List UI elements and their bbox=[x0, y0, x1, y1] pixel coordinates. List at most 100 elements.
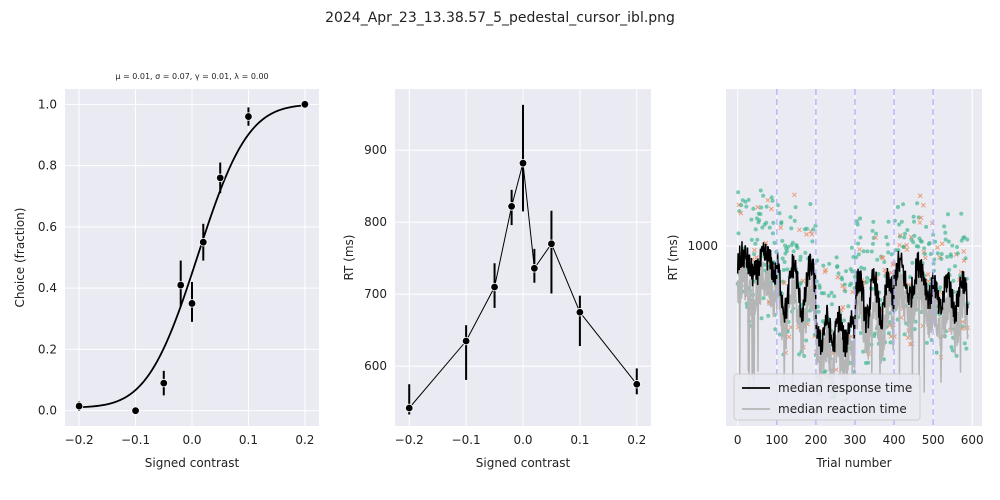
trial-marker-cross bbox=[804, 232, 809, 237]
trial-marker-dot bbox=[763, 262, 768, 267]
x-tick-label: 0.2 bbox=[295, 433, 314, 447]
x-axis-label: Signed contrast bbox=[145, 456, 240, 470]
trial-marker-dot bbox=[858, 331, 863, 336]
trial-marker-dot bbox=[836, 271, 841, 276]
plot-marks bbox=[405, 104, 641, 415]
trial-marker-dot bbox=[919, 239, 924, 244]
trial-marker-dot bbox=[767, 225, 772, 230]
trial-marker-dot bbox=[780, 238, 785, 243]
trial-marker-dot bbox=[736, 231, 741, 236]
trial-marker-dot bbox=[850, 269, 855, 274]
tick-labels: −0.2 −0.1 0.0 0.1 0.2 600 700 800 900 bbox=[364, 143, 646, 447]
trial-marker-dot bbox=[849, 245, 854, 250]
trial-marker-dot bbox=[758, 188, 763, 193]
trial-marker-dot bbox=[911, 219, 916, 224]
trial-marker-dot bbox=[902, 332, 907, 337]
y-tick-label: 0.4 bbox=[38, 281, 57, 295]
trial-marker-dot bbox=[821, 263, 826, 268]
trial-marker-dot bbox=[834, 255, 839, 260]
trial-marker-dot bbox=[791, 249, 796, 254]
trial-marker-dot bbox=[817, 285, 822, 290]
trial-marker-dot bbox=[899, 219, 904, 224]
trial-marker-cross bbox=[835, 274, 841, 280]
trial-marker-cross bbox=[922, 255, 928, 261]
trial-marker-dot bbox=[954, 353, 959, 358]
y-tick-label: 1.0 bbox=[38, 97, 57, 111]
trial-marker-dot bbox=[927, 240, 932, 245]
trial-marks bbox=[735, 89, 970, 426]
x-tick-label: 0.0 bbox=[182, 433, 201, 447]
x-tick-label: 300 bbox=[844, 433, 867, 447]
trial-marker-dot bbox=[946, 239, 951, 244]
trial-marker-dot bbox=[840, 277, 845, 282]
data-point bbox=[405, 403, 414, 413]
median-reaction-time-line bbox=[736, 259, 969, 394]
trial-marker-dot bbox=[910, 260, 915, 265]
data-point bbox=[530, 264, 539, 273]
psychometric-panel: −0.2 −0.1 0.0 0.1 0.2 0.0 0.2 0.4 0.6 0.8 1.0 μ = … bbox=[13, 72, 319, 470]
trial-marker-dot bbox=[804, 338, 809, 343]
trial-marker-dot bbox=[842, 318, 847, 323]
trial-marker-dot bbox=[912, 327, 917, 332]
trial-marker-cross bbox=[873, 235, 879, 240]
trial-marker-dot bbox=[869, 249, 874, 254]
trial-marker-dot bbox=[760, 225, 765, 230]
trial-marker-dot bbox=[858, 235, 863, 240]
trial-marker-dot bbox=[854, 219, 859, 224]
median-response-time-line bbox=[736, 241, 969, 357]
fit-parameters-subtitle: μ = 0.01, σ = 0.07, γ = 0.01, λ = 0.00 bbox=[115, 72, 268, 81]
trial-marker-dot bbox=[865, 249, 870, 254]
x-tick-label: 0 bbox=[734, 433, 742, 447]
rt-by-trial-panel: 0 100 200 300 400 500 600 1000 Trial number RT … bbox=[666, 89, 984, 470]
trial-marker-dot bbox=[822, 291, 827, 296]
trial-marker-dot bbox=[924, 340, 929, 345]
trial-marker-dot bbox=[757, 218, 762, 223]
trial-marker-cross bbox=[809, 231, 815, 237]
x-tick-label: −0.2 bbox=[395, 433, 424, 447]
trial-marker-cross bbox=[918, 215, 924, 221]
y-tick-label: 900 bbox=[364, 143, 387, 157]
trial-marker-cross bbox=[921, 202, 926, 208]
x-tick-label: −0.1 bbox=[452, 433, 481, 447]
trial-marker-cross bbox=[917, 193, 923, 199]
trial-marker-cross bbox=[768, 206, 774, 212]
trial-marker-dot bbox=[916, 244, 921, 249]
plot-marks bbox=[735, 89, 970, 426]
trial-marker-dot bbox=[945, 254, 950, 259]
trial-marker-dot bbox=[896, 248, 901, 253]
trial-marker-dot bbox=[751, 206, 756, 211]
trial-marker-dot bbox=[759, 316, 764, 321]
trial-marker-dot bbox=[784, 248, 789, 253]
trial-marker-cross bbox=[925, 272, 931, 277]
trial-marker-dot bbox=[866, 360, 871, 365]
trial-marker-cross bbox=[904, 242, 909, 248]
trial-marker-dot bbox=[953, 264, 958, 269]
trial-marker-dot bbox=[903, 231, 908, 236]
trial-marker-dot bbox=[832, 294, 837, 299]
x-tick-label: 500 bbox=[922, 433, 945, 447]
trial-marker-dot bbox=[744, 204, 749, 209]
tick-labels: −0.2 −0.1 0.0 0.1 0.2 0.0 0.2 0.4 0.6 0.8 1.0 bbox=[38, 97, 315, 447]
trial-marker-cross bbox=[897, 242, 902, 248]
tick-labels: 0 100 200 300 400 500 600 1000 bbox=[687, 239, 983, 447]
trial-marker-dot bbox=[876, 272, 881, 277]
trial-marker-dot bbox=[939, 257, 944, 262]
y-tick-label: 0.2 bbox=[38, 342, 57, 356]
trial-marker-dot bbox=[922, 251, 927, 256]
data-point bbox=[187, 299, 197, 308]
trial-marker-dot bbox=[746, 197, 751, 202]
trial-marker-dot bbox=[798, 254, 803, 259]
trial-marker-dot bbox=[856, 241, 861, 246]
trial-marker-dot bbox=[888, 340, 893, 345]
x-tick-label: 0.2 bbox=[627, 433, 646, 447]
trial-marker-cross bbox=[778, 225, 784, 230]
trial-marker-dot bbox=[963, 256, 968, 261]
y-tick-label: 0.6 bbox=[38, 220, 57, 234]
trial-marker-dot bbox=[870, 241, 875, 246]
trial-marker-dot bbox=[804, 226, 809, 231]
trial-marker-dot bbox=[743, 199, 748, 204]
y-tick-label: 700 bbox=[364, 287, 387, 301]
trial-marker-cross bbox=[755, 204, 761, 210]
trial-marker-dot bbox=[962, 235, 967, 240]
trial-marker-dot bbox=[777, 211, 782, 216]
